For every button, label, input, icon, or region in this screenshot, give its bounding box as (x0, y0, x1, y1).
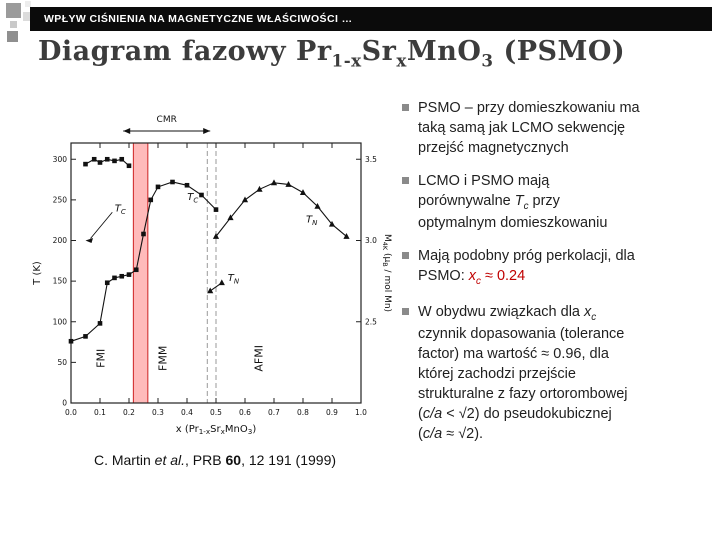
svg-text:0.7: 0.7 (268, 408, 280, 417)
page-title: Diagram fazowy Pr1-xSrxMnO3 (PSMO) (38, 36, 626, 71)
svg-text:300: 300 (53, 155, 68, 164)
decor-square (25, 1, 31, 7)
bullet-text: LCMO i PSMO mają porównywalne Tc przy opty… (418, 173, 608, 232)
svg-text:0.6: 0.6 (239, 408, 251, 417)
bullet-square-icon (402, 177, 409, 184)
svg-text:0.1: 0.1 (94, 408, 106, 417)
header-title: WPŁYW CIŚNIENIA NA MAGNETYCZNE WŁAŚCIWOŚ… (44, 13, 353, 25)
phase-diagram-svg: 0.0 0.1 0.2 0.3 0.4 0.5 0.6 0.7 0.8 0.9 1.0 0 50 100 1… (32, 115, 392, 436)
svg-text:250: 250 (53, 195, 68, 204)
cmr-label: CMR (157, 115, 177, 125)
series-Tc-FM (68, 179, 219, 344)
svg-text:0.3: 0.3 (152, 408, 164, 417)
svg-text:3.5: 3.5 (365, 155, 377, 164)
bullet-square-icon (402, 104, 409, 111)
svg-text:150: 150 (53, 277, 68, 286)
bullet-item: W obydwu związkach dla xc czynnik dopasow… (402, 302, 716, 444)
bullet-item: LCMO i PSMO mają porównywalne Tc przy opty… (402, 171, 716, 233)
critical-band (133, 143, 148, 403)
svg-text:0.9: 0.9 (326, 408, 338, 417)
bullet-list: PSMO – przy domieszkowaniu ma taką samą j… (402, 98, 716, 457)
citation: C. Martin et al., PRB 60, 12 191 (1999) (93, 452, 337, 468)
svg-text:100: 100 (53, 317, 68, 326)
annotation-TC: TC (115, 203, 126, 216)
svg-text:1.0: 1.0 (355, 408, 367, 417)
decor-square (10, 21, 17, 28)
annotation-TN: TN (306, 215, 318, 228)
bullet-square-icon (402, 252, 409, 260)
svg-text:0.4: 0.4 (181, 408, 193, 417)
svg-text:0.2: 0.2 (123, 408, 135, 417)
series-TN-AFM (212, 179, 350, 239)
x-axis-label: x (Pr1-xSrxMnO3) (176, 424, 257, 436)
annotation-TC: TC (187, 192, 198, 205)
y-axis-label: T (K) (32, 261, 43, 286)
svg-text:0: 0 (62, 399, 67, 408)
bullet-text: W obydwu związkach dla xc czynnik dopasow… (418, 303, 628, 443)
decor-square (7, 31, 18, 42)
bullet-item: Mają podobny próg perkolacji, dla PSMO: x… (402, 246, 716, 288)
svg-text:0.8: 0.8 (297, 408, 309, 417)
svg-text:0.0: 0.0 (65, 408, 77, 417)
svg-text:0.5: 0.5 (210, 408, 222, 417)
svg-text:3.0: 3.0 (365, 236, 377, 245)
decor-square (23, 12, 32, 21)
svg-text:50: 50 (57, 358, 67, 367)
bullet-square-icon (402, 307, 409, 315)
bullet-text: Mają podobny próg perkolacji, dla PSMO: x… (418, 248, 635, 288)
series-M4K (83, 156, 132, 169)
region-label-FMM: FMM (157, 346, 170, 371)
phase-diagram-figure: 0.0 0.1 0.2 0.3 0.4 0.5 0.6 0.7 0.8 0.9 1.0 0 50 100 1… (25, 103, 405, 448)
bullet-text: PSMO – przy domieszkowaniu ma taką samą j… (418, 100, 640, 156)
region-label-FMI: FMI (94, 349, 107, 368)
decor-square (6, 3, 21, 18)
region-label-AFMI: AFMI (252, 345, 265, 372)
bullet-item: PSMO – przy domieszkowaniu ma taką samą j… (402, 98, 716, 158)
y2-axis-label: M4K (μB / mol Mn) (381, 234, 392, 312)
annotation-TN: TN (228, 273, 240, 286)
series-TN-low (207, 279, 225, 294)
svg-text:2.5: 2.5 (365, 317, 377, 326)
header-bar: WPŁYW CIŚNIENIA NA MAGNETYCZNE WŁAŚCIWOŚ… (30, 7, 712, 31)
svg-text:200: 200 (53, 236, 68, 245)
